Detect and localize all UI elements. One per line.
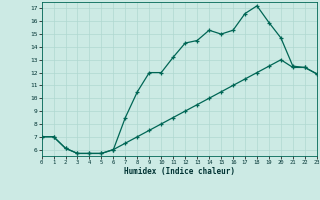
X-axis label: Humidex (Indice chaleur): Humidex (Indice chaleur) — [124, 167, 235, 176]
